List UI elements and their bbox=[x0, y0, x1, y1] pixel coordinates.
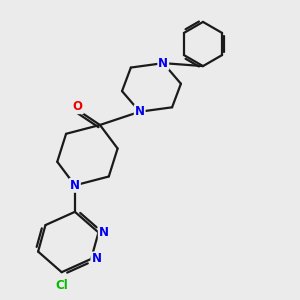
Text: N: N bbox=[70, 179, 80, 192]
Text: N: N bbox=[99, 226, 109, 239]
Text: N: N bbox=[92, 252, 101, 266]
Text: N: N bbox=[158, 57, 168, 70]
Text: N: N bbox=[135, 105, 145, 118]
Text: O: O bbox=[73, 100, 83, 113]
Text: Cl: Cl bbox=[55, 279, 68, 292]
